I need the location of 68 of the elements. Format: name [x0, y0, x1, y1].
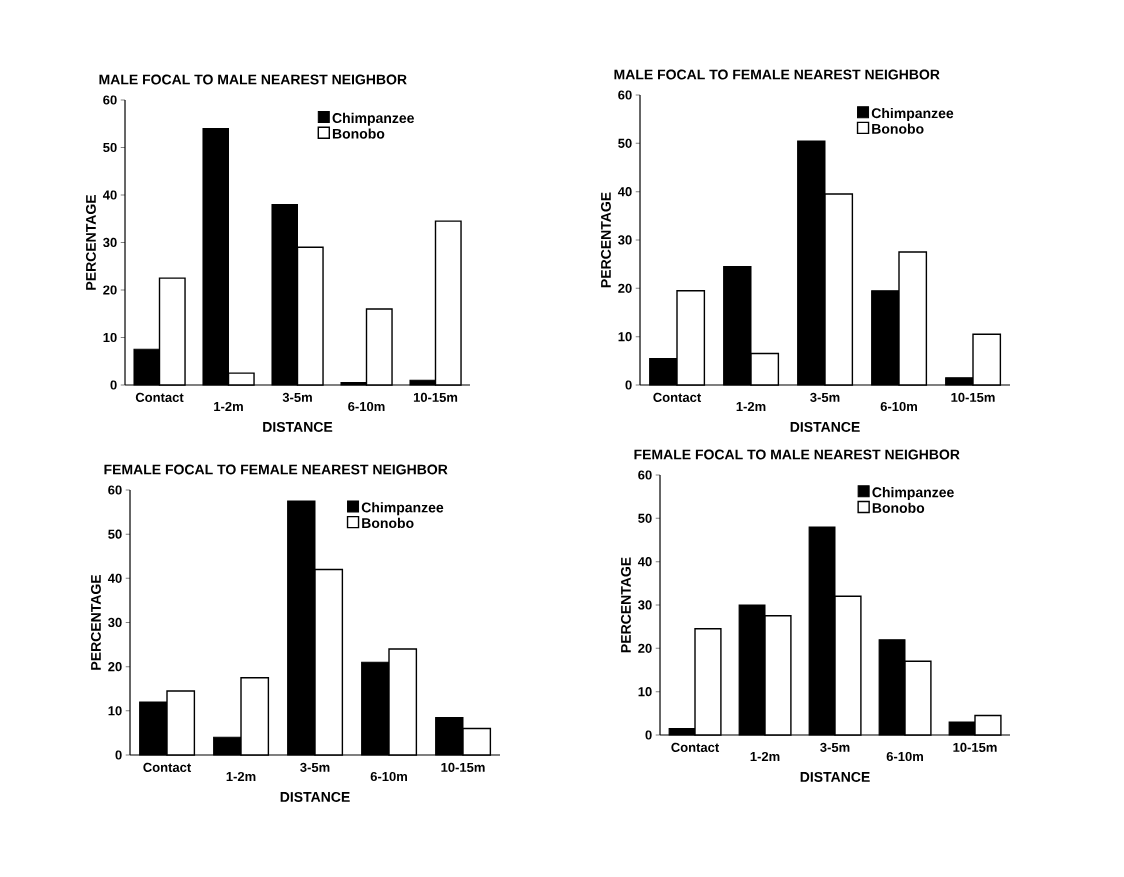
chart-title: FEMALE FOCAL TO MALE NEAREST NEIGHBOR — [634, 449, 960, 460]
x-tick-label: 6-10m — [880, 401, 917, 412]
y-tick-label: 20 — [103, 285, 117, 295]
y-tick-label: 30 — [103, 237, 117, 248]
x-tick-label: 3-5m — [810, 392, 840, 402]
y-tick-label: 10 — [108, 706, 122, 716]
y-tick-label: 40 — [102, 190, 117, 200]
y-axis-title: PERCENTAGE — [620, 557, 631, 653]
x-tick-label: 10-15m — [951, 392, 995, 402]
y-tick-label: 20 — [108, 662, 122, 672]
x-tick-label: 1-2m — [214, 401, 243, 411]
y-tick-label: 0 — [645, 730, 652, 740]
y-tick-label: 40 — [617, 187, 632, 197]
y-tick-label: 60 — [108, 485, 122, 495]
x-axis-title: DISTANCE — [280, 791, 350, 802]
y-tick-label: 30 — [618, 235, 632, 245]
y-tick-label: 30 — [638, 600, 652, 610]
x-axis-title: DISTANCE — [790, 421, 860, 432]
y-tick-label: 50 — [108, 529, 122, 539]
x-tick-label: 6-10m — [886, 751, 923, 762]
chart-title: FEMALE FOCAL TO FEMALE NEAREST NEIGHBOR — [104, 464, 448, 475]
x-tick-label: Contact — [135, 392, 184, 402]
x-tick-label: Contact — [143, 762, 192, 772]
x-tick-label: 3-5m — [820, 742, 850, 752]
legend-label: Bonobo — [332, 128, 385, 139]
legend-label: Chimpanzee — [332, 112, 414, 126]
y-tick-label: 20 — [638, 643, 652, 653]
x-tick-label: Contact — [671, 742, 720, 752]
x-tick-label: 6-10m — [348, 401, 385, 412]
y-tick-label: 60 — [638, 470, 652, 480]
x-tick-label: 10-15m — [413, 392, 458, 402]
y-tick-label: 50 — [103, 142, 117, 153]
x-tick-label: 1-2m — [750, 751, 780, 761]
legend-label: Chimpanzee — [871, 107, 954, 121]
x-tick-label: Contact — [653, 392, 702, 402]
legend-label: Chimpanzee — [872, 486, 954, 501]
y-tick-label: 30 — [108, 617, 122, 628]
y-axis-title: PERCENTAGE — [85, 194, 96, 290]
legend-label: Bonobo — [872, 123, 924, 134]
y-tick-label: 10 — [103, 332, 117, 343]
x-tick-label: 1-2m — [736, 401, 766, 411]
x-tick-label: 3-5m — [300, 762, 330, 772]
y-tick-label: 50 — [638, 513, 652, 523]
y-tick-label: 10 — [638, 687, 652, 697]
y-tick-label: 40 — [637, 557, 652, 567]
chart-title: MALE FOCAL TO FEMALE NEAREST NEIGHBOR — [614, 69, 940, 80]
y-tick-label: 50 — [618, 138, 632, 148]
y-tick-label: 20 — [618, 283, 632, 293]
legend-label: Bonobo — [872, 502, 925, 513]
y-axis-title: PERCENTAGE — [600, 192, 611, 288]
chart-title: MALE FOCAL TO MALE NEAREST NEIGHBOR — [99, 74, 407, 85]
y-tick-label: 0 — [625, 380, 632, 390]
y-tick-label: 10 — [618, 332, 632, 342]
x-tick-label: 10-15m — [441, 762, 485, 772]
x-tick-label: 6-10m — [370, 771, 407, 782]
x-axis-title: DISTANCE — [263, 421, 333, 432]
y-axis-title: PERCENTAGE — [90, 574, 101, 670]
y-tick-label: 60 — [103, 95, 117, 105]
y-tick-label: 40 — [107, 573, 122, 583]
legend-label: Chimpanzee — [361, 502, 444, 516]
x-tick-label: 1-2m — [226, 771, 256, 781]
y-tick-label: 60 — [618, 90, 632, 100]
x-tick-label: 10-15m — [953, 742, 997, 752]
y-tick-label: 0 — [110, 380, 117, 390]
y-tick-label: 0 — [115, 750, 122, 760]
x-tick-label: 3-5m — [282, 392, 312, 402]
legend-label: Bonobo — [362, 517, 414, 529]
x-axis-title: DISTANCE — [800, 771, 870, 782]
